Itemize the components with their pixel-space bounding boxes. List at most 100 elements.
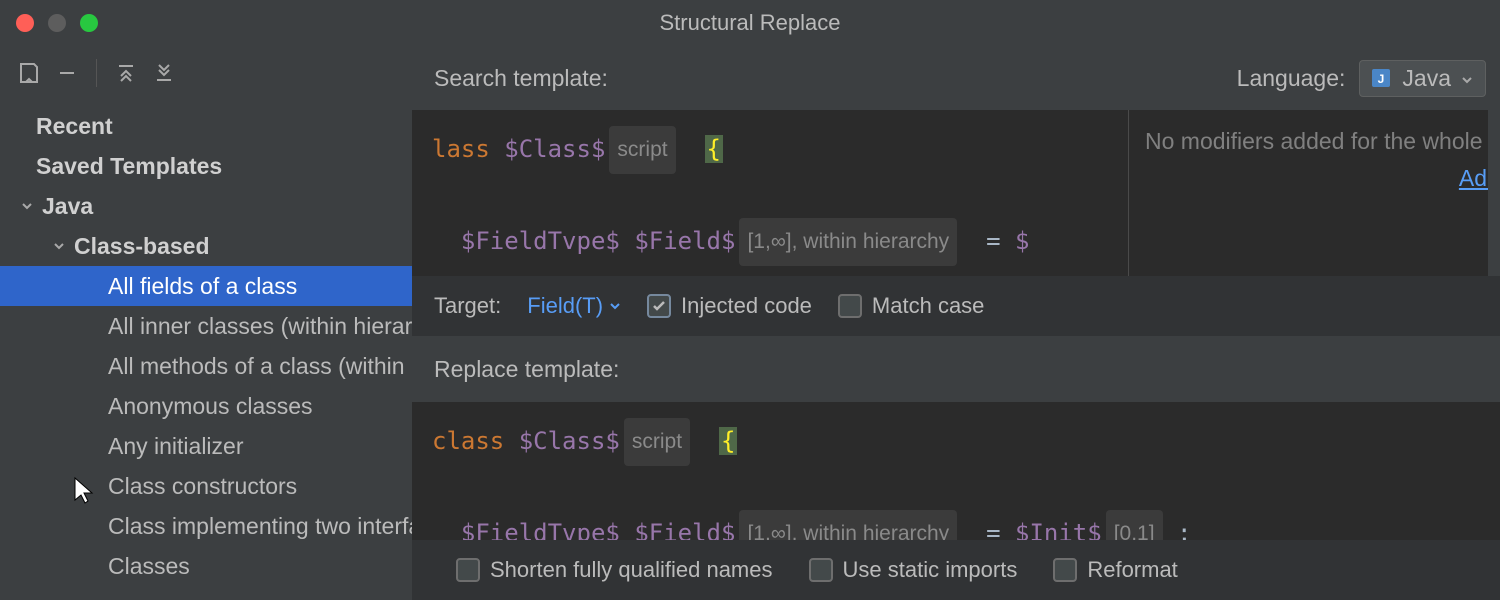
code-operator: = [986,227,1015,255]
tree-item[interactable]: Recent [0,106,412,146]
tree-item[interactable]: Java [0,186,412,226]
expand-all-icon[interactable] [109,56,143,90]
tree-item[interactable]: Class-based [0,226,412,266]
checkbox-icon [838,294,862,318]
checkbox-label: Injected code [681,293,812,319]
search-code-wrap: lass $Class$script { $FieldTvpe$ $Field$… [412,110,1500,276]
tree-item[interactable]: Class implementing two interfaces [0,506,412,546]
language-combobox[interactable]: J Java [1359,60,1486,97]
code-operator: = [986,519,1015,540]
tree-item[interactable]: All methods of a class (within hierarchy… [0,346,412,386]
replace-template-editor[interactable]: class $Class$script { $FieldTvpe$ $Field… [412,402,1500,540]
add-modifier-link[interactable]: Add modifier [1459,165,1488,192]
main-panel: Search template: Language: J Java lass $… [412,46,1500,600]
language-selector: Language: J Java [1237,60,1500,97]
window-title: Structural Replace [660,10,841,36]
code-hint: [1,∞], within hierarchy [739,218,957,266]
chevron-down-icon [18,197,36,215]
search-template-editor[interactable]: lass $Class$script { $FieldTvpe$ $Field$… [412,110,1128,276]
tree-item-label: Saved Templates [36,153,222,180]
tree-item[interactable]: Class constructors [0,466,412,506]
reformat-checkbox[interactable]: Reformat [1053,557,1177,583]
tree-item-label: Java [42,193,93,220]
tree-item-label: All methods of a class (within hierarchy… [108,353,412,380]
language-label: Language: [1237,65,1346,92]
close-window-button[interactable] [16,14,34,32]
tree-item[interactable]: Anonymous classes [0,386,412,426]
tree-item-label: Any initializer [108,433,244,460]
tree-item[interactable]: All inner classes (within hierarchy) [0,306,412,346]
checkbox-icon [456,558,480,582]
save-template-icon[interactable] [12,56,46,90]
search-section-header: Search template: Language: J Java [412,46,1500,110]
target-dropdown[interactable]: Field(T) [527,293,621,319]
language-value: Java [1402,65,1451,92]
tree-item-label: All fields of a class [108,273,297,300]
search-options-row: Target: Field(T) Injected code Match cas… [412,276,1500,336]
code-hint: script [609,126,675,174]
checkbox-label: Reformat [1087,557,1177,583]
tree-item-label: Class constructors [108,473,297,500]
shorten-names-checkbox[interactable]: Shorten fully qualified names [456,557,773,583]
caret: { [705,135,723,163]
tree-item[interactable]: Classes [0,546,412,586]
checkbox-label: Use static imports [843,557,1018,583]
code-hint: [0,1] [1106,510,1163,540]
code-keyword: class [432,427,519,455]
code-variable: $Field$ [634,519,735,540]
code-variable: $FieldTvpe$ [461,519,620,540]
tree-item-label: Anonymous classes [108,393,313,420]
checkbox-icon [1053,558,1077,582]
templates-sidebar: Recent Saved Templates Java Class-based All … [0,46,412,600]
tree-item-label: Class-based [74,233,210,260]
toolbar-separator [96,59,97,87]
remove-template-icon[interactable] [50,56,84,90]
checkbox-label: Match case [872,293,985,319]
target-label: Target: [434,293,501,319]
code-keyword: lass [432,135,504,163]
code-variable: $Class$ [519,427,620,455]
modifiers-panel: No modifiers added for the whole templat… [1128,110,1488,276]
sidebar-toolbar [0,46,412,100]
caret: { [719,427,737,455]
replace-options-row: Shorten fully qualified names Use static… [412,540,1500,600]
tree-item-label: Recent [36,113,113,140]
injected-code-checkbox[interactable]: Injected code [647,293,812,319]
static-imports-checkbox[interactable]: Use static imports [809,557,1018,583]
checkbox-label: Shorten fully qualified names [490,557,773,583]
code-variable: $Field$ [634,227,735,255]
code-hint: script [624,418,690,466]
code-hint: [1,∞], within hierarchy [739,510,957,540]
checkbox-icon [647,294,671,318]
chevron-down-icon [609,300,621,312]
chevron-down-icon [1461,65,1473,92]
templates-tree: Recent Saved Templates Java Class-based All … [0,100,412,600]
minimize-window-button[interactable] [48,14,66,32]
code-variable: $Class$ [504,135,605,163]
search-template-label: Search template: [412,46,630,110]
checkbox-icon [809,558,833,582]
tree-item[interactable]: Saved Templates [0,146,412,186]
code-brace: { [707,135,721,163]
tree-item[interactable]: Any initializer [0,426,412,466]
maximize-window-button[interactable] [80,14,98,32]
chevron-down-icon [50,237,68,255]
no-modifiers-text: No modifiers added for the whole templat… [1145,128,1488,155]
content-area: Recent Saved Templates Java Class-based All … [0,46,1500,600]
collapse-all-icon[interactable] [147,56,181,90]
replace-template-label: Replace template: [412,336,1500,402]
java-file-icon: J [1370,67,1392,89]
code-variable: $Init$ [1015,519,1102,540]
tree-item-label: Classes [108,553,190,580]
code-tail: ; [1163,519,1192,540]
title-bar: Structural Replace [0,0,1500,46]
window-controls [16,14,98,32]
code-brace: { [721,427,735,455]
tree-item-label: All inner classes (within hierarchy) [108,313,412,340]
tree-item-label: Class implementing two interfaces [108,513,412,540]
match-case-checkbox[interactable]: Match case [838,293,985,319]
code-variable: $FieldTvpe$ [461,227,620,255]
code-variable: $ [1015,227,1029,255]
svg-text:J: J [1378,72,1385,86]
tree-item[interactable]: All fields of a class [0,266,412,306]
